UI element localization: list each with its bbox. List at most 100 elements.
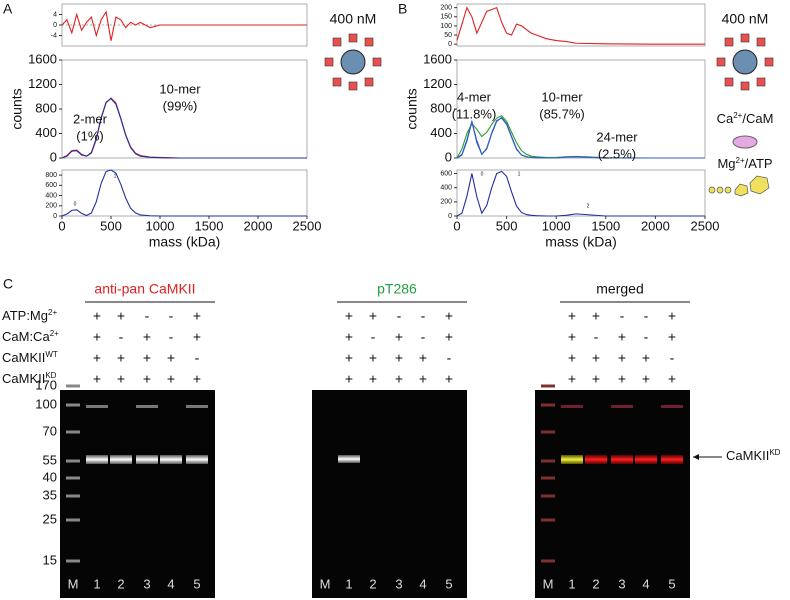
faint-band [186,405,208,408]
gel-title: anti-pan CaMKII [94,281,195,297]
sign: - [644,308,649,324]
sign: + [668,308,676,324]
x-tick-label: 0 [453,218,460,233]
sign: + [143,350,151,366]
sign: + [193,308,201,324]
y-tick-label: 400 [45,192,57,199]
lane-label: M [320,576,331,591]
ladder-band [541,476,555,480]
marker-label: 40 [43,469,57,484]
particle-icon [324,33,382,91]
condition-label-part: WT [45,350,58,359]
x-tick-label: 500 [100,218,122,233]
sign: + [369,371,377,387]
peak-label: 0 [481,171,484,177]
x-tick-label: 0 [58,218,65,233]
gel-title: merged [596,281,643,297]
ladder-band [66,494,80,498]
sign: + [568,350,576,366]
series-line [61,169,307,217]
condition-label-part: KD [45,371,56,380]
marker-label: 55 [43,452,57,467]
sign: - [119,329,124,345]
y-tick-label: 400 [440,185,452,192]
concentration: 400 nM [722,11,769,27]
band [86,455,108,464]
marker-label: 25 [43,511,57,526]
sign: + [167,350,175,366]
y-tick-label: 50 [444,32,452,39]
band [136,455,158,464]
peak-annotation: (99%) [163,98,198,113]
lane-label: 1 [568,576,575,591]
gel-image [535,390,690,598]
legend-label: Ca2+/CaM [717,111,774,127]
sign: - [670,350,675,366]
y-tick-label: 800 [45,172,57,179]
y-tick-label: 0 [445,149,452,164]
sign: + [93,371,101,387]
sign: + [568,329,576,345]
gel-title: pT286 [377,281,417,297]
band [186,455,208,464]
sign: + [618,329,626,345]
lane-label: M [543,576,554,591]
legend-label-part: /ATP [745,156,773,171]
lane-label: M [68,576,79,591]
lane-label: 2 [369,576,376,591]
sign: - [145,308,150,324]
y-tick-label: 200 [440,199,452,206]
arrow-label-part: KD [769,448,780,457]
gel-image [312,390,467,598]
y-tick-label: 150 [440,14,452,21]
peak-annotation: 2-mer [73,111,108,126]
legend-label-part: /CaM [742,111,773,126]
condition-label: CaMKIIKD [2,371,57,387]
sign: + [568,308,576,324]
band [110,455,132,464]
sign: + [369,308,377,324]
sign: + [193,329,201,345]
peak-label: 0 [74,201,77,207]
marker-label: 15 [43,552,57,567]
x-tick-label: 2500 [293,218,322,233]
band [160,455,182,464]
lane-label: 1 [93,576,100,591]
y-axis-label: counts [404,88,420,129]
arrow-label: CaMKIIKD [726,448,781,464]
y-tick-label: 100 [440,23,452,30]
sign: + [143,371,151,387]
sign: + [345,350,353,366]
lane-label: 5 [445,576,452,591]
y-tick-label: 800 [430,100,452,115]
sign: + [419,350,427,366]
faint-band [611,405,633,408]
sign: - [421,329,426,345]
marker-label: 70 [43,423,57,438]
ladder-band [66,518,80,522]
ladder-band [541,384,555,388]
sign: - [620,308,625,324]
sign: - [644,329,649,345]
marker-label: 35 [43,487,57,502]
lane-label: 3 [618,576,625,591]
peak-annotation: (11.8%) [452,106,497,121]
sign: + [143,329,151,345]
ladder-band [66,459,80,463]
sign: + [668,371,676,387]
lane-label: 5 [193,576,200,591]
ladder-band [66,403,80,407]
y-tick-label: 1600 [423,51,452,66]
y-tick-label: 800 [35,100,57,115]
sign: + [445,329,453,345]
sign: + [345,308,353,324]
sign: + [93,308,101,324]
condition-label: CaM:Ca2+ [2,329,59,345]
ladder-band [66,476,80,480]
legend-label-part: Mg [717,156,735,171]
peak-label: 1 [114,173,117,179]
peak-annotation: 10-mer [159,81,201,96]
sign: + [117,371,125,387]
y-tick-label: 400 [35,125,57,140]
